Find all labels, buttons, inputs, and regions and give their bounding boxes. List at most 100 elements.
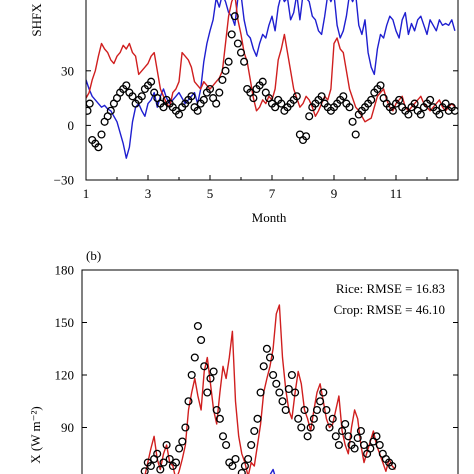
panel-b-data-point <box>334 440 343 450</box>
panel-b-data-point <box>190 353 199 362</box>
panel-a-data-point <box>224 57 233 66</box>
panel-b-data-point <box>159 458 168 467</box>
panel-b-data-point <box>291 388 300 397</box>
panel-b-data-point <box>344 432 353 441</box>
panel-a-data-point <box>426 95 435 104</box>
panel-a-data-point <box>233 39 242 48</box>
panel-a-data-point <box>230 12 239 21</box>
panel-b-y-tick-label: 120 <box>55 368 75 383</box>
panel-b-data-point <box>162 440 171 450</box>
panel-a-y-axis-label: SHFX <box>29 3 44 37</box>
panel-a-data-point <box>215 88 224 97</box>
panel-a-data-point <box>376 81 385 90</box>
panel-b-y-axis-label: X (W m⁻²) <box>28 406 43 463</box>
panel-b-data-point <box>375 440 384 450</box>
panel-b-data-point <box>265 353 275 362</box>
panel-a-data-point <box>236 48 246 57</box>
panel-b-data-point <box>250 426 259 436</box>
panel-b-data-point <box>175 444 184 453</box>
panel-a-data-point <box>94 143 103 152</box>
panel-b-data-point <box>253 414 262 423</box>
panel-a-data-point <box>305 112 314 121</box>
panel-b-data-point <box>319 388 328 397</box>
panel-a-data-point <box>128 92 137 101</box>
panel-a-data-point <box>317 92 326 101</box>
panel-a-data-point <box>416 110 425 119</box>
panel-a-data-point <box>205 84 215 94</box>
panel-b-data-point <box>140 467 149 474</box>
panel-b-y-tick-label: 180 <box>55 263 75 278</box>
panel-a-data-point <box>367 95 376 104</box>
panel-a-data-point <box>302 132 311 141</box>
panel-a-data-point <box>174 110 184 119</box>
panel-b-data-point <box>240 461 249 471</box>
panel-b-data-point <box>193 321 202 331</box>
panel-a-axes: −30 0 30 1 3 5 7 9 11 <box>54 63 459 201</box>
panel-a-data-point <box>240 57 249 66</box>
panel-b-data-point <box>294 414 303 423</box>
panel-b-y-tick-label: 90 <box>61 420 74 435</box>
panel-a-data-point <box>86 99 94 108</box>
panel-a-data-point <box>404 110 413 119</box>
panel-b-data-point <box>372 432 381 441</box>
panel-b-data-point <box>231 454 240 464</box>
panel-b-data-point <box>284 384 293 394</box>
panel-b-data-point <box>338 426 347 436</box>
panel-b-annotation-rice: Rice: RMSE = 16.83 <box>336 281 445 296</box>
panel-b-data-point <box>247 440 256 450</box>
panel-b-data-point <box>200 362 209 371</box>
panel-b-data-point <box>312 405 322 415</box>
panel-b-data-point <box>206 374 215 383</box>
panel-a-data-point <box>435 110 444 119</box>
panel-b-data-point <box>300 405 309 415</box>
panel-a: −30 0 30 1 3 5 7 9 11 Month SHFX <box>29 0 459 225</box>
panel-b-data-point <box>212 405 221 415</box>
panel-a-data-point <box>221 66 230 75</box>
panel-a-data-point <box>97 130 106 139</box>
panel-a-data-point <box>388 106 397 115</box>
panel-a-data-point <box>86 106 92 115</box>
panel-b-series <box>140 304 397 474</box>
panel-b-data-point <box>237 468 246 474</box>
panel-a-data-point <box>147 77 156 86</box>
panel-b-frame <box>81 269 459 474</box>
panel-b-data-point <box>244 454 253 464</box>
panel-b-data-point <box>325 423 334 432</box>
panel-a-series-line-0 <box>86 0 456 159</box>
panel-b-series-line-0 <box>269 468 276 474</box>
panel-a-data-point <box>249 94 258 103</box>
panel-b-data-point <box>303 432 312 441</box>
panel-b-data-point <box>181 423 190 432</box>
panel-b-data-point <box>278 397 287 406</box>
panel-a-data-point <box>199 95 208 104</box>
panel-a-data-point <box>106 106 115 115</box>
panel-a-data-point <box>441 99 450 108</box>
panel-b: (b) 90 120 150 180 Rice: RMSE = 16.83 Crop:… <box>28 248 459 474</box>
panel-b-data-point <box>297 423 306 432</box>
panel-a-data-point <box>193 106 202 115</box>
panel-a-data-point <box>395 95 404 104</box>
panel-a-x-tick-label: 1 <box>83 186 90 201</box>
panel-b-data-point <box>359 440 369 450</box>
panel-b-data-point <box>209 367 218 376</box>
panel-b-data-point <box>203 388 212 397</box>
panel-b-data-point <box>218 432 228 441</box>
panel-b-data-point <box>316 397 325 406</box>
panel-a-data-point <box>348 117 357 126</box>
panel-a-y-tick-label: 0 <box>68 118 75 133</box>
panel-b-data-point <box>269 370 278 380</box>
panel-b-data-point <box>322 405 331 415</box>
panel-a-data-point <box>159 103 168 112</box>
panel-a-data-point <box>292 92 301 101</box>
panel-a-y-tick-label: 30 <box>61 63 74 78</box>
panel-a-data-point <box>137 92 146 101</box>
panel-a-x-tick-label: 9 <box>331 186 338 201</box>
panel-b-data-point <box>153 449 162 458</box>
panel-b-data-point <box>262 344 271 353</box>
panel-a-data-point <box>345 103 354 112</box>
panel-b-axes: 90 120 150 180 <box>55 263 458 435</box>
panel-b-data-point <box>272 379 281 388</box>
panel-b-data-point <box>356 426 365 436</box>
panel-b-data-point <box>222 440 231 450</box>
